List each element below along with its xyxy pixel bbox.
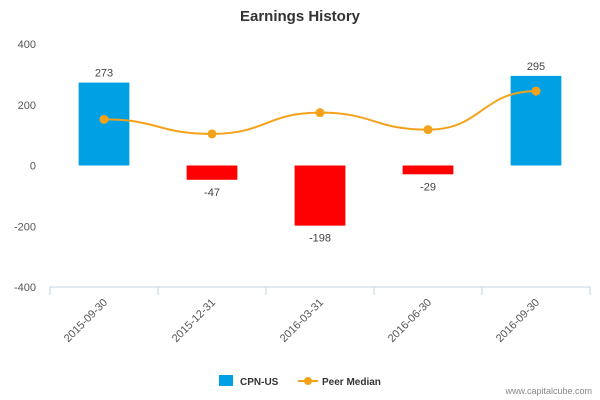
bar-value-label: 273	[95, 68, 113, 80]
peer-median-point[interactable]	[99, 114, 109, 124]
legend-marker-peer[interactable]	[304, 377, 312, 385]
bar-value-label: 295	[527, 61, 545, 73]
peer-median-series	[99, 86, 541, 139]
bar-data-labels: 273 -47 -198 -29 295	[95, 61, 545, 245]
bar[interactable]	[78, 82, 130, 166]
chart-title: Earnings History	[240, 8, 361, 25]
x-tick-label: 2015-09-30	[62, 297, 110, 345]
peer-median-point[interactable]	[423, 125, 433, 135]
bar[interactable]	[186, 165, 238, 180]
y-axis-ticks: 400 200 0 -200 -400	[14, 39, 36, 294]
legend: CPN-US Peer Median	[219, 375, 381, 388]
bar[interactable]	[294, 165, 346, 226]
peer-median-point[interactable]	[531, 86, 541, 96]
legend-label-cpn[interactable]: CPN-US	[240, 377, 279, 388]
y-tick-label: -400	[14, 282, 36, 294]
peer-median-point[interactable]	[315, 108, 325, 118]
x-tick-label: 2016-09-30	[494, 297, 542, 345]
x-tick-label: 2015-12-31	[170, 297, 218, 345]
y-tick-label: 0	[30, 161, 36, 173]
legend-swatch-cpn[interactable]	[219, 375, 233, 386]
bar-value-label: -47	[204, 187, 220, 199]
legend-label-peer[interactable]: Peer Median	[322, 377, 381, 388]
y-tick-label: -200	[14, 221, 36, 233]
x-tick-label: 2016-03-31	[278, 297, 326, 345]
peer-median-point[interactable]	[207, 129, 217, 139]
bar-value-label: -198	[309, 233, 331, 245]
x-axis-ticks: 2015-09-30 2015-12-31 2016-03-31 2016-06-30…	[49, 287, 591, 345]
credit-text: www.capitalcube.com	[504, 386, 592, 396]
y-tick-label: 200	[18, 100, 36, 112]
bar[interactable]	[402, 165, 454, 175]
y-tick-label: 400	[18, 39, 36, 51]
x-tick-label: 2016-06-30	[386, 297, 434, 345]
bar-series	[78, 75, 562, 226]
bar-value-label: -29	[420, 181, 436, 193]
